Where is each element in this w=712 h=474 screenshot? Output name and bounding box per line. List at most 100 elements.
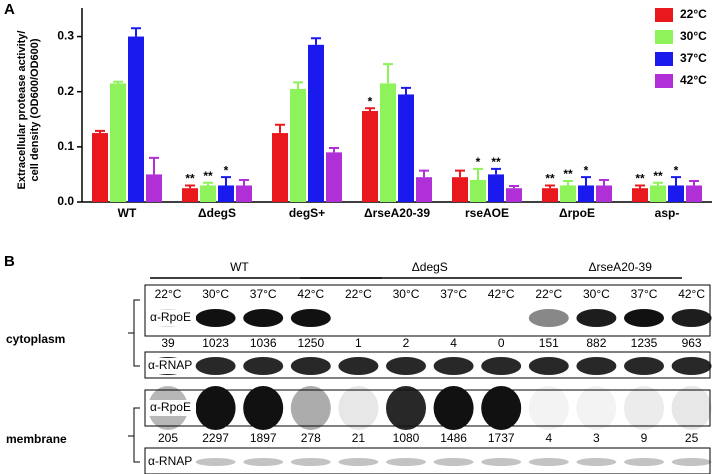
significance: ** <box>635 172 645 186</box>
bar <box>326 152 342 202</box>
band-intensity: 1235 <box>631 336 658 350</box>
blot-band <box>386 458 426 466</box>
error-bar <box>473 167 483 180</box>
blot-band <box>290 357 331 375</box>
bar <box>632 188 648 202</box>
blot-band <box>671 386 712 430</box>
blot-band <box>528 309 569 327</box>
band-intensity: 205 <box>158 431 178 445</box>
bar <box>290 88 306 202</box>
significance: * <box>224 163 229 177</box>
error-bar <box>653 181 663 186</box>
blot-box <box>144 284 711 337</box>
band-intensity: 2297 <box>202 431 229 445</box>
blot-band <box>624 309 664 327</box>
bracket <box>128 299 140 367</box>
band-intensity: 1080 <box>393 431 420 445</box>
band-intensity: 963 <box>682 336 702 350</box>
significance: ** <box>203 169 213 183</box>
error-bar <box>671 176 681 186</box>
band-intensity: 0 <box>498 336 505 350</box>
error-bar <box>275 123 285 134</box>
band-intensity: 1036 <box>250 336 277 350</box>
blot-band <box>195 357 236 375</box>
band-intensity: 1250 <box>297 336 324 350</box>
blot-band <box>624 458 664 466</box>
band-intensity: 4 <box>450 336 457 350</box>
temperature-label: 22°C <box>535 287 562 301</box>
temperature-label: 22°C <box>345 287 372 301</box>
temperature-label: 37°C <box>250 287 277 301</box>
blot-band <box>386 386 426 430</box>
error-bar <box>635 184 645 189</box>
significance: ** <box>545 172 555 186</box>
error-bar <box>113 80 123 84</box>
temperature-label: 30°C <box>202 287 229 301</box>
significance: ** <box>185 172 195 186</box>
error-bar <box>581 176 591 186</box>
band-intensity: 1737 <box>488 431 515 445</box>
y-tick-label: 0.1 <box>57 139 74 153</box>
bar <box>416 177 432 202</box>
y-tick-label: 0.3 <box>57 29 74 43</box>
blot-band <box>243 357 284 375</box>
x-tick-label: rseAOE <box>465 206 509 220</box>
row-label: α-RNAP <box>148 358 192 372</box>
bar <box>488 174 504 202</box>
group-label: ΔrseA20-39 <box>589 260 653 274</box>
x-tick-label: degS+ <box>289 206 325 220</box>
blot-band <box>481 458 522 466</box>
bar <box>380 83 396 202</box>
band-intensity: 278 <box>301 431 321 445</box>
legend-swatch <box>655 30 673 44</box>
error-bar <box>329 146 339 153</box>
significance: * <box>674 163 679 177</box>
error-bar <box>149 156 159 175</box>
blot-band <box>433 386 474 430</box>
bar <box>92 133 108 202</box>
temperature-label: 22°C <box>155 287 182 301</box>
y-tick-label: 0.0 <box>57 194 74 208</box>
legend-swatch <box>655 74 673 88</box>
blot <box>128 284 711 474</box>
band-intensity: 2 <box>403 336 410 350</box>
significance: * <box>476 155 481 169</box>
band-intensity: 3 <box>593 431 600 445</box>
significance: ** <box>563 167 573 181</box>
blot-band <box>433 357 474 375</box>
bar <box>272 133 288 202</box>
bar <box>650 185 666 202</box>
error-bar <box>599 178 609 186</box>
temperature-label: 37°C <box>631 287 658 301</box>
error-bar <box>401 86 411 95</box>
bar <box>506 188 522 202</box>
blot-band <box>338 458 379 466</box>
band-intensity: 39 <box>161 336 175 350</box>
band-intensity: 1897 <box>250 431 277 445</box>
legend-swatch <box>655 52 673 66</box>
bar <box>218 185 234 202</box>
blot-band <box>481 386 522 430</box>
significance: * <box>368 94 373 108</box>
significance: ** <box>491 155 501 169</box>
x-tick-label: WT <box>118 206 137 220</box>
error-bar <box>509 185 519 189</box>
temperature-label: 42°C <box>488 287 515 301</box>
error-bar <box>95 129 105 134</box>
y-label: Extracellular protease activity/ cell de… <box>16 31 41 190</box>
blot-band <box>195 386 236 430</box>
error-bar <box>221 176 231 186</box>
blot-band <box>671 357 712 375</box>
bar <box>182 188 198 202</box>
blot-band <box>195 458 236 466</box>
blot-band <box>290 309 331 327</box>
legend-label: 37°C <box>680 51 707 65</box>
legend-swatch <box>655 8 673 22</box>
temperature-label: 42°C <box>678 287 705 301</box>
bracket <box>128 407 140 463</box>
x-tick-label: ΔrseA20-39 <box>364 206 430 220</box>
blot-band <box>290 458 331 466</box>
x-tick-label: ΔdegS <box>198 206 236 220</box>
band-intensity: 151 <box>539 336 559 350</box>
bar <box>596 185 612 202</box>
